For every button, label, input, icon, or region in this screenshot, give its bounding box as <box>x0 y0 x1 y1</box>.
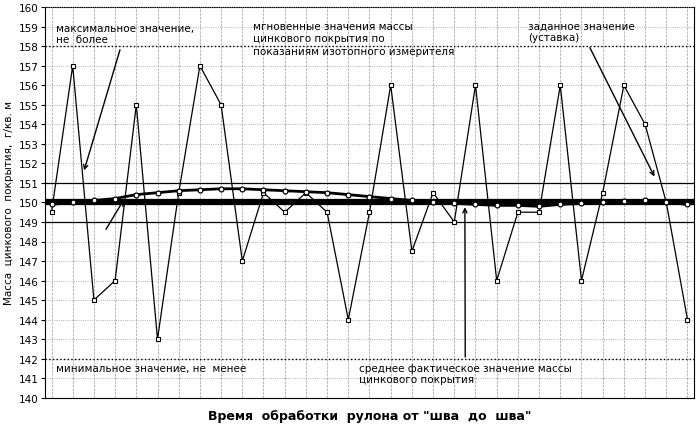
Text: мгновенные значения массы
цинкового покрытия по
показаниям изотопного измерителя: мгновенные значения массы цинкового покр… <box>253 22 454 57</box>
Text: максимальное значение,
не  более: максимальное значение, не более <box>56 24 194 170</box>
X-axis label: Время  обработки  рулона от "шва  до  шва": Время обработки рулона от "шва до шва" <box>208 409 531 422</box>
Text: заданное значение
(уставка): заданное значение (уставка) <box>528 22 654 176</box>
Text: среднее фактическое значение массы
цинкового покрытия: среднее фактическое значение массы цинко… <box>359 209 572 384</box>
Text: минимальное значение, не  менее: минимальное значение, не менее <box>56 363 246 373</box>
Y-axis label: Масса  цинкового  покрытия,  г/кв. м: Масса цинкового покрытия, г/кв. м <box>4 101 14 305</box>
